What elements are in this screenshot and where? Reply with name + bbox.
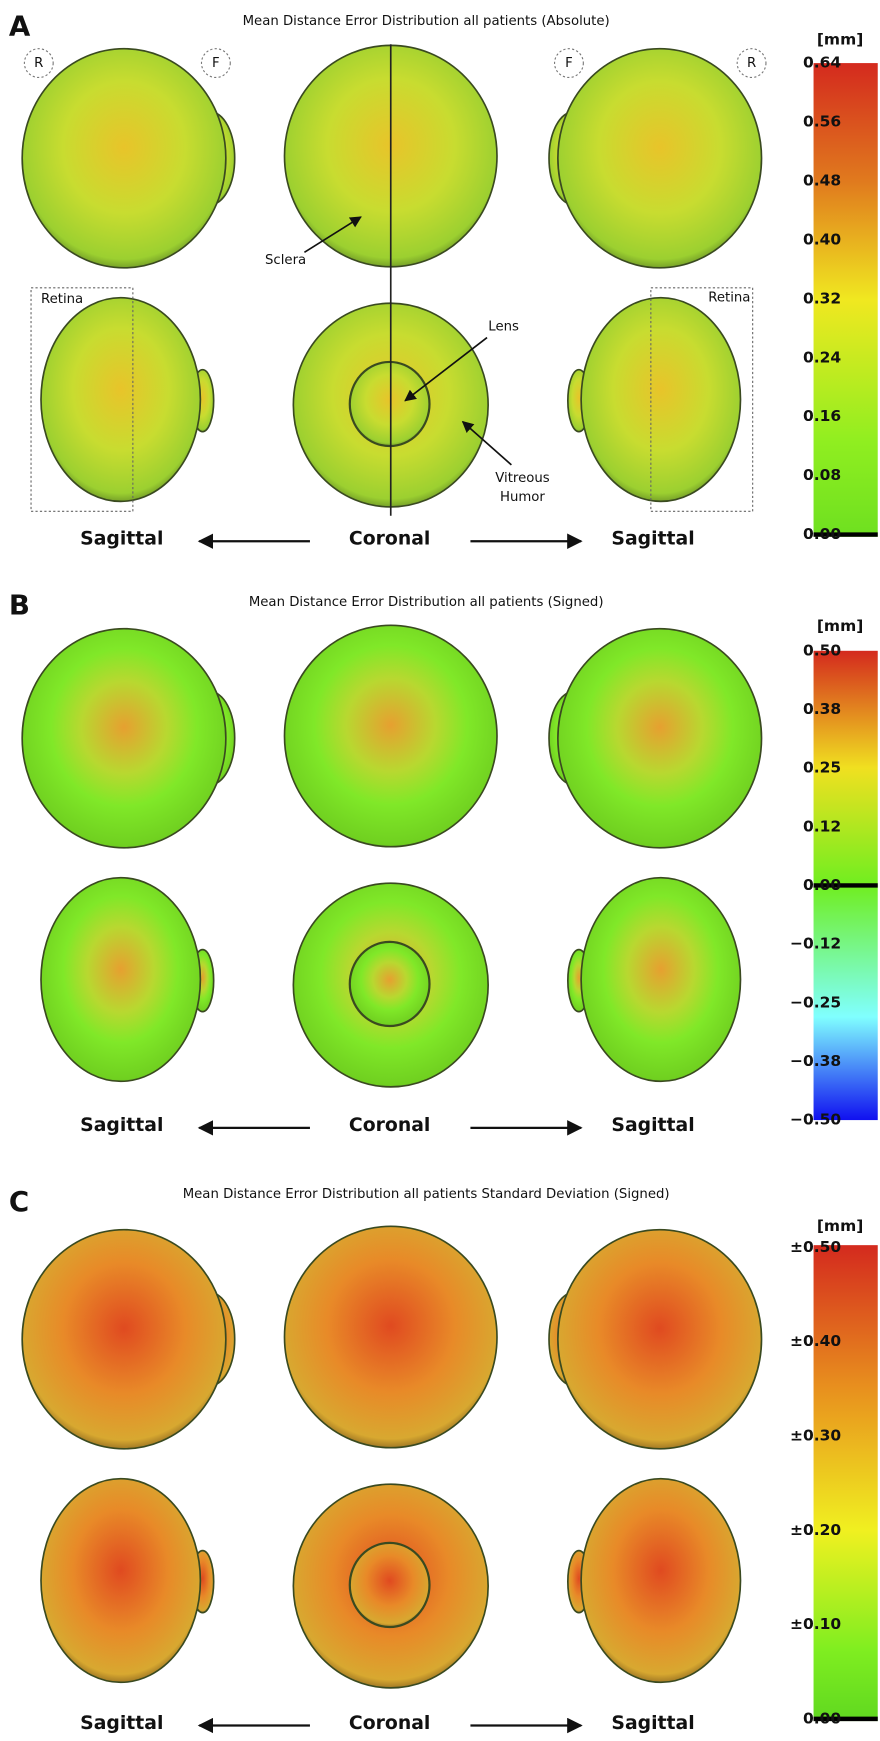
scale-label: 0.12 xyxy=(803,817,841,835)
scale-label: 0.08 xyxy=(803,466,841,484)
orientation-label: F xyxy=(212,56,220,71)
orientation-label: R xyxy=(747,56,756,71)
eye-lens xyxy=(350,942,430,1026)
eye-coronal xyxy=(284,625,497,846)
panel-title: Mean Distance Error Distribution all pat… xyxy=(183,1187,670,1202)
figure: A Mean Distance Error Distribution all pa… xyxy=(0,0,880,1741)
unit-label: [mm] xyxy=(817,1217,863,1235)
scale-label: 0.25 xyxy=(803,759,841,777)
eye-sagittal xyxy=(581,878,740,1082)
view-label: Sagittal xyxy=(80,1713,163,1734)
eye-sagittal xyxy=(581,298,740,502)
view-label: Sagittal xyxy=(80,1115,163,1136)
scale-label: 0.00 xyxy=(803,525,841,543)
view-label: Sagittal xyxy=(611,529,694,550)
scale-label: 0.40 xyxy=(803,230,841,248)
eye-sagittal xyxy=(22,1230,226,1449)
annotation: Lens xyxy=(488,320,519,335)
eye-sagittal xyxy=(41,878,200,1082)
scale-label: 0.50 xyxy=(803,641,841,659)
view-label: Coronal xyxy=(349,1115,430,1136)
scale-label: −0.50 xyxy=(790,1111,841,1129)
panel-letter: A xyxy=(9,10,31,43)
unit-label: [mm] xyxy=(817,617,863,635)
panel-title: Mean Distance Error Distribution all pat… xyxy=(249,595,604,610)
eye-sagittal xyxy=(558,49,762,268)
scale-label: ±0.30 xyxy=(790,1426,841,1444)
scale-label: 0.38 xyxy=(803,700,841,718)
view-label: Sagittal xyxy=(611,1713,694,1734)
scale-label: −0.38 xyxy=(790,1052,841,1070)
annotation: Retina xyxy=(41,292,83,307)
scale-label: 0.48 xyxy=(803,171,841,189)
eye-sagittal xyxy=(581,1479,740,1683)
annotation: Humor xyxy=(500,490,545,505)
view-label: Coronal xyxy=(349,1713,430,1734)
panel-title: Mean Distance Error Distribution all pat… xyxy=(243,14,610,29)
eye-sagittal xyxy=(558,629,762,848)
scale-label: −0.12 xyxy=(790,935,841,953)
annotation: Retina xyxy=(708,291,750,306)
scale-label: 0.00 xyxy=(803,1709,841,1727)
eye-lens xyxy=(350,1543,430,1627)
orientation-label: R xyxy=(34,56,43,71)
eye-sagittal xyxy=(41,298,200,502)
page: {"panels":[ {"letter":"A","title":"Mean … xyxy=(0,0,880,1741)
scale-label: ±0.50 xyxy=(790,1238,841,1256)
scale-label: 0.24 xyxy=(803,348,841,366)
eye-coronal xyxy=(284,1226,497,1447)
eye-sagittal xyxy=(558,1230,762,1449)
scale-label: −0.25 xyxy=(790,993,841,1011)
scale-label: 0.00 xyxy=(803,876,841,894)
view-label: Coronal xyxy=(349,529,430,550)
scale-label: 0.16 xyxy=(803,407,841,425)
color-bar xyxy=(814,1245,878,1721)
view-label: Sagittal xyxy=(611,1115,694,1136)
eye-sagittal xyxy=(22,49,226,268)
scale-label: ±0.20 xyxy=(790,1521,841,1539)
eye-lens xyxy=(350,362,430,446)
scale-label: ±0.40 xyxy=(790,1332,841,1350)
scale-label: 0.32 xyxy=(803,289,841,307)
annotation: Vitreous xyxy=(495,471,550,486)
panel-letter: C xyxy=(9,1185,29,1218)
panel-letter: B xyxy=(9,589,30,622)
annotation: Sclera xyxy=(265,253,306,268)
view-label: Sagittal xyxy=(80,529,163,550)
scale-label: 0.56 xyxy=(803,113,841,131)
orientation-label: F xyxy=(565,56,573,71)
unit-label: [mm] xyxy=(817,30,863,48)
scale-label: 0.64 xyxy=(803,54,841,72)
scale-label: ±0.10 xyxy=(790,1615,841,1633)
eye-sagittal xyxy=(22,629,226,848)
eye-sagittal xyxy=(41,1479,200,1683)
